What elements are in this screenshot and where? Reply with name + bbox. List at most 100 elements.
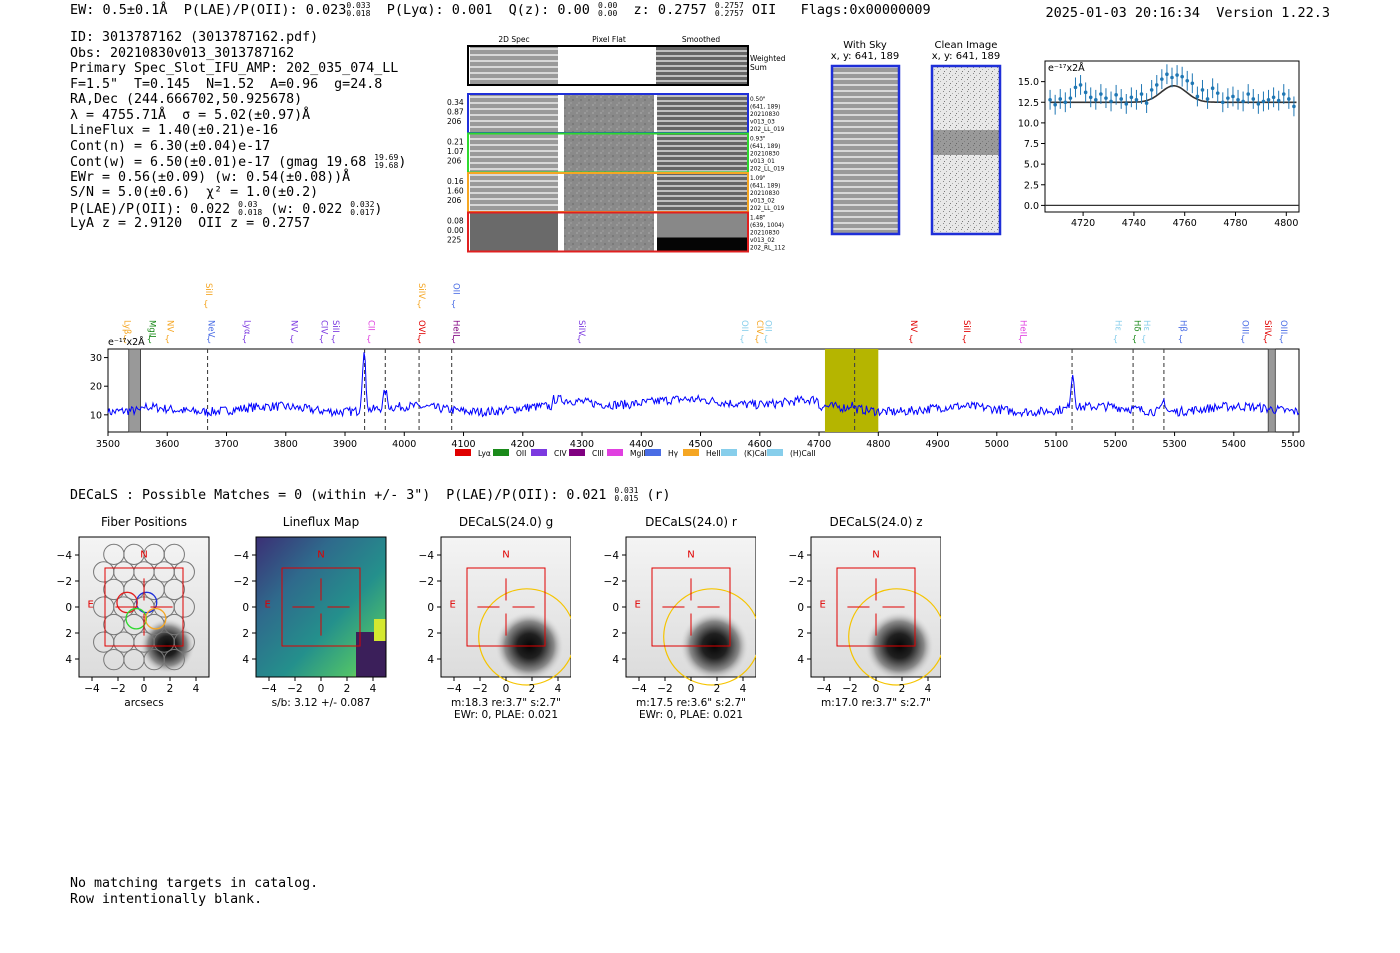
spectral-line-label: SiII (961, 320, 971, 333)
panel-xtick-label: −4 (84, 683, 100, 695)
north-marker: N (872, 550, 879, 561)
cutout-detail: 202_RL_112 (750, 246, 785, 252)
spectral-line-brace: { (576, 335, 581, 345)
panel-ytick-label: 0 (65, 602, 72, 614)
panel-ytick-label: 0 (242, 602, 249, 614)
spec-xtick-label: 4000 (392, 439, 416, 450)
panel-stats: m:17.0 re:3.7" s:2.7" (821, 697, 931, 709)
cutout-detail: (641, 189) (750, 105, 780, 111)
spec-xtick-label: 3900 (333, 439, 357, 450)
cutout-detail: (641, 189) (750, 184, 780, 190)
spectral-line-label: OII (763, 320, 773, 332)
spectral-line-label: OVI (416, 320, 426, 335)
info-primary: Primary Spec_Slot_IFU_AMP: 202_035_074_L… (70, 61, 399, 76)
cutout-dark-band (657, 237, 747, 251)
spectral-line-label: Hε (1112, 320, 1122, 331)
with-sky-coords: x, y: 641, 189 (831, 51, 900, 62)
panel-xtick-label: −2 (472, 683, 487, 695)
clean-image-frame (930, 64, 1002, 236)
cutout-detail: v013_01 (750, 159, 775, 165)
panel-xtick-label: 4 (555, 683, 562, 695)
fiber-circle (173, 596, 195, 618)
cutout-stat: 206 (447, 117, 462, 126)
panel-xtick-label: 4 (925, 683, 932, 695)
cutout-flat (564, 95, 654, 132)
zoom-point (1236, 97, 1240, 102)
legend-label: CIII (592, 449, 604, 458)
panel-subtitle: arcsecs (124, 697, 163, 709)
fiber-circle (163, 543, 185, 565)
panel-ytick-label: −4 (604, 550, 620, 562)
panel-z: N E DECaLS(24.0) z −4 4 −2 2 0 0 2 −2 4 −4 m:17.0 re:… (789, 515, 956, 709)
footer-blank-row: Row intentionally blank. (70, 891, 263, 907)
zoom-point (1175, 73, 1179, 77)
spec-xtick-label: 4900 (925, 439, 949, 450)
zoom-ytick-label: 2.5 (1024, 180, 1039, 191)
legend-swatch (493, 449, 509, 456)
zoom-point (1053, 102, 1057, 107)
zoom-ytick-label: 12.5 (1018, 98, 1039, 109)
panel-ytick-label: −2 (789, 576, 804, 588)
cutout-stat: 1.07 (447, 147, 464, 156)
zoom-ytick-label: 7.5 (1024, 139, 1039, 150)
cutout-stat: 0.21 (447, 138, 464, 147)
zoom-point (1170, 75, 1174, 80)
spectrum-overlays (128, 348, 1276, 433)
spectral-line-brace: { (962, 335, 967, 345)
cutout-detail: 20210830 (750, 191, 780, 197)
search-box (651, 567, 731, 647)
spectral-line-brace: { (319, 335, 324, 345)
info-redshifts: LyA z = 2.9120 OII z = 0.2757 (70, 216, 311, 231)
footer-no-match: No matching targets in catalog. (70, 876, 319, 891)
info-plae: P(LAE)/P(OII): 0.022 0.03 0.018 (w: 0.022… (70, 199, 383, 217)
weighted-sum-frame (467, 45, 749, 86)
spec-xtick-label: 4500 (688, 439, 712, 450)
north-marker: N (502, 550, 509, 561)
panel-ytick-label: 4 (65, 654, 72, 666)
zoom-point (1149, 88, 1154, 92)
zoom-point (1078, 83, 1083, 87)
zoom-point (1261, 99, 1266, 104)
zoom-xtick-label: 4720 (1071, 218, 1095, 229)
panel-xtick-label: 2 (167, 683, 174, 695)
legend-swatch (607, 449, 623, 456)
panel-edge-mask (756, 532, 771, 682)
cutout-stat: 206 (447, 196, 462, 205)
zoom-ytick-label: 0.0 (1024, 201, 1039, 212)
panel-xtick-label: −4 (261, 683, 277, 695)
legend-swatch (721, 449, 737, 456)
panel-g: N E DECaLS(24.0) g −4 4 −2 2 0 0 2 −2 4 −4 m:18.3 re:… (419, 515, 586, 721)
imaging-panels: N E Fiber Positions −4 4 −2 2 0 0 2 −2 4 −4 arcsecs N E… (57, 515, 956, 721)
panel-xtick-label: 0 (873, 683, 880, 695)
panel-ytick-label: 4 (612, 654, 619, 666)
panel-ytick-label: −2 (234, 576, 249, 588)
zoom-ticks: 4720 4740 4760 4780 4800 0.0 2.5 5.0 7.5 10.0 12.5… (1018, 77, 1299, 229)
spectrum-ylabel: e⁻¹⁷x2Å (108, 336, 145, 348)
spectral-line-label: OIII (1240, 320, 1250, 334)
cutout-detail: 20210830 (750, 152, 780, 158)
cutout-2d (470, 95, 558, 132)
zoom-point (1165, 72, 1169, 77)
panel-xtick-label: 0 (688, 683, 695, 695)
spec-xtick-label: 5000 (985, 439, 1009, 450)
info-cont-w: Cont(w) = 6.50(±0.01)e-17 (gmag 19.68 19… (70, 153, 407, 171)
zoom-point (1129, 95, 1134, 100)
east-marker: E (635, 600, 641, 611)
zoom-fit-chart: e⁻¹⁷x2Å 4720 4740 4760 4780 4800 0.0 2.5 5.0 7.5… (1018, 60, 1300, 229)
panel-edge-mask (571, 532, 586, 682)
panel-stats: m:18.3 re:3.7" s:2.7" (451, 697, 561, 709)
info-params: F=1.5" T=0.145 N=1.52 A=0.96 g=24.8 (70, 76, 383, 92)
panel-xtick-label: 4 (193, 683, 200, 695)
spec-xtick-label: 5300 (1162, 439, 1186, 450)
panel-ytick-label: −4 (419, 550, 435, 562)
spectral-line-label: SiIV (576, 320, 586, 336)
search-box (466, 567, 546, 647)
panel-ytick-label: 4 (427, 654, 434, 666)
spectral-line-labels: Lyβ{MgII{NV{SiII{NeV{Lyα{NV{CIV{SiII{CII… (122, 283, 1289, 345)
spec-ytick-label: 20 (90, 382, 102, 393)
spec-xtick-label: 5500 (1281, 439, 1305, 450)
highlighted-fiber (144, 607, 167, 630)
panel-subtitle: s/b: 3.12 +/- 0.087 (272, 697, 371, 709)
cutout-stat: 225 (447, 236, 462, 245)
cutout-detail: v013_02 (750, 199, 775, 205)
